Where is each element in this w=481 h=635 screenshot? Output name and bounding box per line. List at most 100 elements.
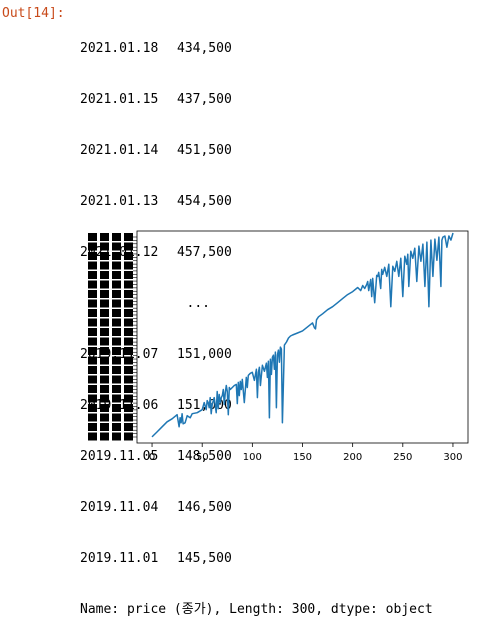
y-tick-label-blob — [100, 394, 109, 403]
line-chart: 0 50 100 150 200 250 300 — [0, 221, 481, 471]
y-tick-label-blob — [100, 242, 109, 251]
series-row: 2019.11.05 148,500 — [80, 448, 433, 465]
y-tick-label-blob — [88, 394, 97, 403]
series-row: 2019.11.04 146,500 — [80, 499, 433, 516]
y-tick-label-blob — [100, 290, 109, 298]
row-price: 437,500 — [177, 92, 232, 107]
series-summary: Name: price (종가), Length: 300, dtype: ob… — [80, 602, 433, 617]
y-tick-label-blob — [88, 271, 97, 279]
y-tick-label-blob — [100, 280, 109, 289]
row-date: 2021.01.15 — [80, 92, 159, 107]
x-tick-label: 300 — [443, 452, 462, 463]
y-tick-label-blob — [112, 261, 121, 270]
y-tick-label-blob — [112, 423, 121, 431]
y-tick-label-blob — [124, 404, 133, 412]
row-price: 451,500 — [177, 143, 232, 158]
output-prompt: Out[14]: — [2, 6, 65, 21]
y-tick-label-blob — [100, 385, 109, 393]
row-price: 148,500 — [177, 449, 232, 464]
plot-frame — [136, 230, 469, 444]
y-tick-label-blob — [88, 242, 97, 251]
y-tick-label-blob — [124, 423, 133, 431]
row-date: 2019.11.01 — [80, 551, 159, 566]
y-tick-label-blob — [100, 318, 109, 327]
y-tick-label-blob — [124, 356, 133, 365]
y-tick-label-blob — [88, 328, 97, 336]
y-tick-label-blob — [124, 252, 133, 260]
y-tick-label-blob — [112, 299, 121, 308]
row-date: 2021.01.14 — [80, 143, 159, 158]
x-tick-label: 200 — [343, 452, 362, 463]
x-tick-label: 100 — [243, 452, 262, 463]
y-tick-label-blob — [124, 347, 133, 355]
y-tick-label-blob — [88, 404, 97, 412]
ellipsis-row: ... — [80, 295, 433, 312]
row-price: 146,500 — [177, 500, 232, 515]
y-tick-label-blob — [100, 328, 109, 336]
series-row: 2021.01.15 437,500 — [80, 91, 433, 108]
x-tick-label: 250 — [393, 452, 412, 463]
x-tick-label: 150 — [293, 452, 312, 463]
y-tick-label-blob — [112, 309, 121, 317]
y-tick-label-blob — [124, 394, 133, 403]
y-tick-label-blob — [88, 423, 97, 431]
chart-svg: 0 50 100 150 200 250 300 — [88, 230, 469, 463]
y-tick-label-blob — [100, 271, 109, 279]
y-tick-label-blob — [112, 375, 121, 384]
y-tick-label-blob — [100, 233, 109, 241]
x-tick-label: 50 — [196, 452, 209, 463]
y-tick-label-blob — [100, 366, 109, 374]
y-tick-label-blob — [88, 366, 97, 374]
y-tick-label-blob — [112, 271, 121, 279]
y-tick-label-blob — [112, 280, 121, 289]
y-tick-label-blob — [124, 280, 133, 289]
y-tick-label-blob — [112, 242, 121, 251]
y-tick-label-blob — [100, 337, 109, 346]
y-tick-label-blob — [124, 261, 133, 270]
y-tick-label-blob — [88, 432, 97, 441]
y-tick-label-blob — [124, 299, 133, 308]
y-tick-label-blob — [124, 366, 133, 374]
y-tick-label-blob — [112, 233, 121, 241]
y-tick-label-blob — [124, 413, 133, 422]
y-tick-label-blob — [112, 252, 121, 260]
y-tick-label-blob — [100, 423, 109, 431]
y-tick-label-blob — [88, 299, 97, 308]
y-tick-label-blob — [100, 347, 109, 355]
y-tick-label-blob — [112, 404, 121, 412]
x-tick-label: 0 — [149, 452, 155, 463]
row-price: 151,000 — [177, 347, 232, 362]
y-tick-label-blob — [124, 271, 133, 279]
y-tick-label-blob — [100, 432, 109, 441]
y-tick-label-blob — [88, 337, 97, 346]
y-tick-label-blob — [88, 261, 97, 270]
y-tick-label-blob — [100, 404, 109, 412]
y-tick-label-blob — [124, 385, 133, 393]
y-tick-label-blob — [124, 432, 133, 441]
y-tick-label-blob — [88, 347, 97, 355]
y-tick-label-blob — [124, 309, 133, 317]
y-tick-labels-overlapping — [88, 233, 133, 441]
ellipsis: ... — [186, 296, 210, 311]
row-date: 2021.01.18 — [80, 41, 159, 56]
y-tick-label-blob — [124, 337, 133, 346]
series-row: 2019.11.01 145,500 — [80, 550, 433, 567]
series-row: 2019.11.07151,000 — [80, 346, 433, 363]
y-tick-label-blob — [112, 356, 121, 365]
y-tick-label-blob — [88, 233, 97, 241]
y-tick-label-blob — [124, 233, 133, 241]
y-tick-label-blob — [100, 252, 109, 260]
series-row: 2021.01.13 454,500 — [80, 193, 433, 210]
y-tick-label-blob — [100, 299, 109, 308]
y-tick-label-blob — [112, 328, 121, 336]
y-tick-label-blob — [100, 356, 109, 365]
row-date: 2019.11.05 — [80, 449, 159, 464]
y-tick-label-blob — [88, 413, 97, 422]
y-tick-label-blob — [88, 385, 97, 393]
y-tick-label-blob — [124, 375, 133, 384]
y-tick-label-blob — [100, 309, 109, 317]
y-tick-label-blob — [88, 280, 97, 289]
y-tick-label-blob — [124, 328, 133, 336]
x-ticks: 0 50 100 150 200 250 300 — [149, 443, 463, 463]
y-tick-label-blob — [100, 413, 109, 422]
